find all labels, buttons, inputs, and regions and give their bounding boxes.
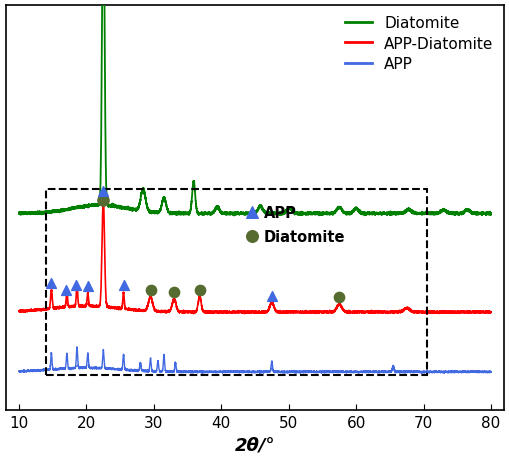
- Point: [72, 282, 80, 289]
- Point: [267, 292, 275, 300]
- Point: [47, 280, 55, 287]
- Bar: [46, 189, 426, 375]
- Point: [195, 286, 204, 294]
- Point: [247, 209, 255, 217]
- X-axis label: 2θ/°: 2θ/°: [234, 436, 275, 453]
- Point: [99, 197, 107, 205]
- Point: [146, 286, 154, 294]
- Text: Diatomite: Diatomite: [263, 229, 345, 244]
- Point: [247, 233, 255, 240]
- Text: APP: APP: [263, 206, 296, 220]
- Point: [334, 294, 343, 301]
- Point: [119, 281, 127, 289]
- Point: [99, 188, 107, 196]
- Point: [169, 288, 178, 296]
- Point: [62, 287, 70, 294]
- Point: [83, 282, 92, 290]
- Legend: Diatomite, APP-Diatomite, APP: Diatomite, APP-Diatomite, APP: [338, 10, 499, 78]
